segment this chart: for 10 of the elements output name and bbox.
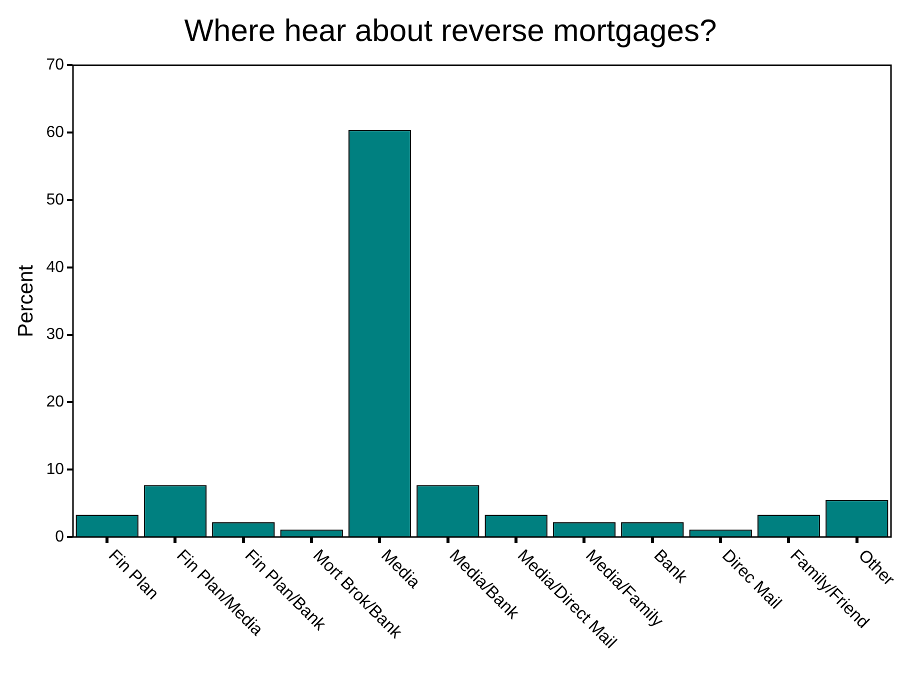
y-tick-label: 0 — [55, 528, 64, 546]
y-tick-label: 10 — [46, 461, 64, 478]
y-axis-title: Percent — [14, 264, 38, 338]
y-tick-label: 60 — [46, 124, 64, 142]
y-tick-label: 50 — [46, 191, 64, 208]
y-tick-label: 70 — [46, 56, 64, 74]
chart-title: Where hear about reverse mortgages? — [184, 13, 717, 48]
y-tick-label: 20 — [46, 394, 64, 411]
y-tick-label: 40 — [46, 258, 64, 276]
y-tick-label: 30 — [46, 326, 64, 344]
